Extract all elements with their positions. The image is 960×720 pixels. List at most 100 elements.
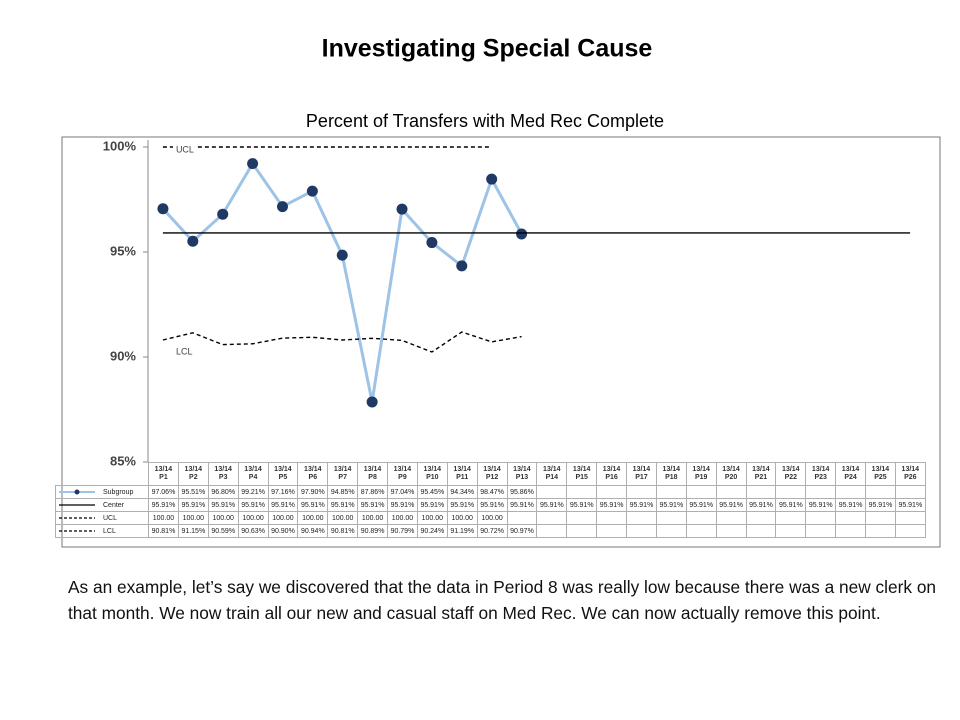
table-value: 95.91% [237,498,269,512]
category-label: 13/14 P26 [894,462,926,486]
legend-cell: Center [55,498,149,512]
empty-cell [566,485,598,499]
empty-cell [566,524,598,538]
table-value: 95.91% [805,498,837,512]
table-value: 100.00 [267,511,299,525]
empty-cell [596,485,627,499]
table-row: UCL 100.00 100.00 100.00 100.00 100.00 100.00 1… [55,511,926,525]
category-label: 13/14 P3 [207,462,239,486]
corner-cell [56,463,149,486]
legend-label: Center [103,501,125,509]
empty-cell [655,511,687,525]
empty-cell [835,524,866,538]
empty-cell [745,485,777,499]
table-value: 100.00 [446,511,478,525]
legend-label: Subgroup [103,488,134,496]
chart-subtitle: Percent of Transfers with Med Rec Comple… [306,111,664,131]
line-label-bg [172,144,195,156]
empty-cell [865,524,896,538]
table-value: 95.91% [267,498,299,512]
empty-cell [894,511,926,525]
table-value: 95.91% [387,498,418,512]
table-value: 99.21% [237,485,269,499]
table-value: 95.86% [506,485,538,499]
category-label: 13/14 P9 [387,462,418,486]
legend-swatch [59,517,95,519]
table-value: 95.91% [297,498,329,512]
empty-cell [536,524,568,538]
legend-swatch [59,489,95,495]
empty-cell [685,485,717,499]
table-value: 90.24% [416,524,448,538]
category-label: 13/14 P10 [416,462,448,486]
data-point [516,228,528,240]
table-value: 90.97% [506,524,538,538]
table-value: 95.91% [775,498,807,512]
data-point [336,249,348,261]
table-value: 95.91% [596,498,627,512]
empty-cell [715,485,747,499]
table-value: 94.34% [446,485,478,499]
table-value: 95.91% [685,498,717,512]
table-value: 95.91% [745,498,777,512]
table-value: 95.91% [865,498,896,512]
legend-cell: LCL [55,524,149,538]
empty-cell [745,524,777,538]
table-value: 90.89% [357,524,388,538]
empty-cell [775,511,807,525]
data-table: 13/14 P1 13/14 P2 13/14 P3 13/14 P4 13/14 P5… [55,462,926,538]
table-value: 97.90% [297,485,329,499]
table-value: 95.91% [566,498,598,512]
table-value: 95.91% [357,498,388,512]
table-value: 90.72% [476,524,508,538]
table-value: 95.91% [894,498,926,512]
slide-title: Investigating Special Cause [322,35,653,63]
category-label: 13/14 P19 [685,462,717,486]
empty-cell [894,524,926,538]
table-row: Subgroup 97.06% 95.51% 96.80% 99.21% 97.16% 97… [55,485,926,499]
legend-cell: UCL [55,511,149,525]
y-tick-label: 95% [110,243,136,258]
table-value: 97.06% [148,485,179,499]
data-point [306,185,318,197]
category-label: 13/14 P6 [297,462,329,486]
empty-cell [715,524,747,538]
table-value: 95.91% [536,498,568,512]
empty-cell [626,511,657,525]
table-value: 100.00 [357,511,388,525]
empty-cell [536,511,568,525]
table-row: Center 95.91% 95.91% 95.91% 95.91% 95.91% 95.9… [55,498,926,512]
table-row: LCL 90.81% 91.15% 90.59% 90.63% 90.90% 90.94% 9… [55,524,926,538]
empty-cell [835,511,866,525]
y-tick-label: 90% [110,348,136,363]
legend-swatch [59,530,95,532]
empty-cell [655,485,687,499]
table-value: 95.91% [327,498,359,512]
empty-cell [566,511,598,525]
data-point [366,396,378,408]
table-value: 96.80% [207,485,239,499]
category-label: 13/14 P12 [476,462,508,486]
category-label: 13/14 P22 [775,462,807,486]
legend-marker [74,489,80,495]
data-point [217,208,229,220]
empty-cell [626,485,657,499]
category-label: 13/14 P5 [267,462,299,486]
table-value: 90.81% [148,524,179,538]
table-value: 100.00 [327,511,359,525]
empty-cell [536,485,568,499]
empty-cell [715,511,747,525]
body-text: As an example, let’s say we discovered t… [68,577,937,623]
empty-cell [775,524,807,538]
category-label: 13/14 P20 [715,462,747,486]
category-label: 13/14 P7 [327,462,359,486]
category-label: 13/14 P17 [626,462,657,486]
table-value: 100.00 [387,511,418,525]
data-point [187,235,199,247]
table-value: 98.47% [476,485,508,499]
empty-cell [685,511,717,525]
empty-cell [626,524,657,538]
legend-cell: Subgroup [55,485,149,499]
empty-cell [805,524,837,538]
